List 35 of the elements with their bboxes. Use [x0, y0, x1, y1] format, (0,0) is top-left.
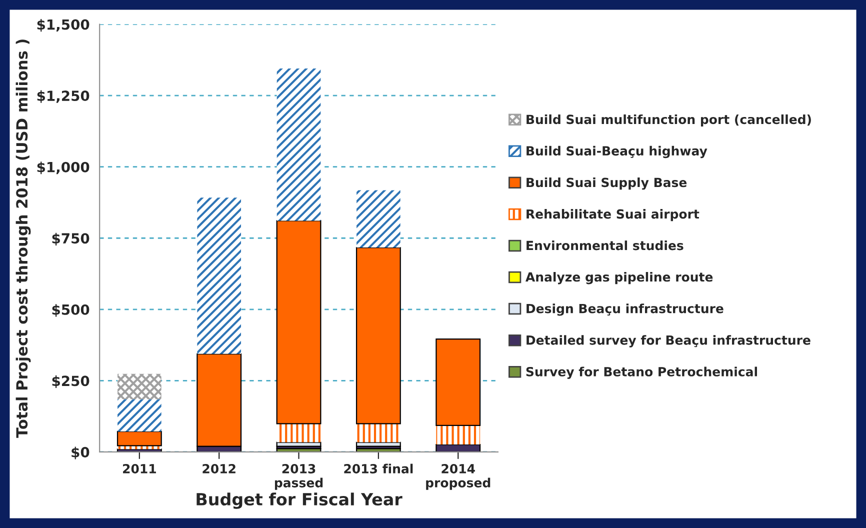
y-tick-label: $750: [52, 232, 90, 246]
y-tick-label: $250: [52, 375, 90, 388]
x-axis-title: Budget for Fiscal Year: [196, 492, 402, 509]
legend-label: Survey for Betano Petrochemical: [526, 366, 757, 379]
x-tick-label: 2013 final: [344, 464, 413, 474]
bar: [356, 424, 400, 442]
x-tick-label: 2011: [123, 464, 156, 474]
y-tick-label: $500: [52, 304, 90, 317]
bar: [356, 190, 400, 248]
x-tick-label: 2014 proposed: [426, 464, 490, 490]
y-axis-title: Total Project cost through 2018 (USD milions ): [16, 40, 31, 438]
legend-label: Detailed survey for Beaçu infrastructure: [526, 335, 810, 348]
legend-label: Rehabilitate Suai airport: [526, 209, 700, 222]
bar: [356, 246, 401, 424]
bar: [276, 68, 321, 221]
bar: [276, 424, 321, 442]
y-tick-label: $1,500: [37, 19, 90, 32]
legend-label: Environmental studies: [526, 240, 684, 250]
bar: [197, 198, 242, 354]
y-tick-label: $1,250: [37, 90, 90, 103]
bar: [116, 430, 162, 446]
y-tick-label: $1,000: [37, 162, 90, 174]
bar: [118, 374, 162, 400]
legend-label: Design Beaçu infrastructure: [526, 304, 724, 316]
bar: [436, 338, 481, 426]
x-tick-label: 2013 passed: [274, 464, 323, 490]
legend-label: Build Suai multifunction port (cancelled): [526, 114, 811, 127]
bar: [436, 425, 480, 445]
x-tick-label: 2012: [202, 464, 236, 474]
legend-label: Build Suai-Beaçu highway: [526, 146, 708, 158]
legend-label: Analyze gas pipeline route: [526, 272, 713, 284]
legend-label: Build Suai Supply Base: [526, 177, 687, 190]
bar: [276, 220, 322, 424]
y-tick-label: $0: [72, 446, 90, 460]
bar: [118, 399, 162, 432]
